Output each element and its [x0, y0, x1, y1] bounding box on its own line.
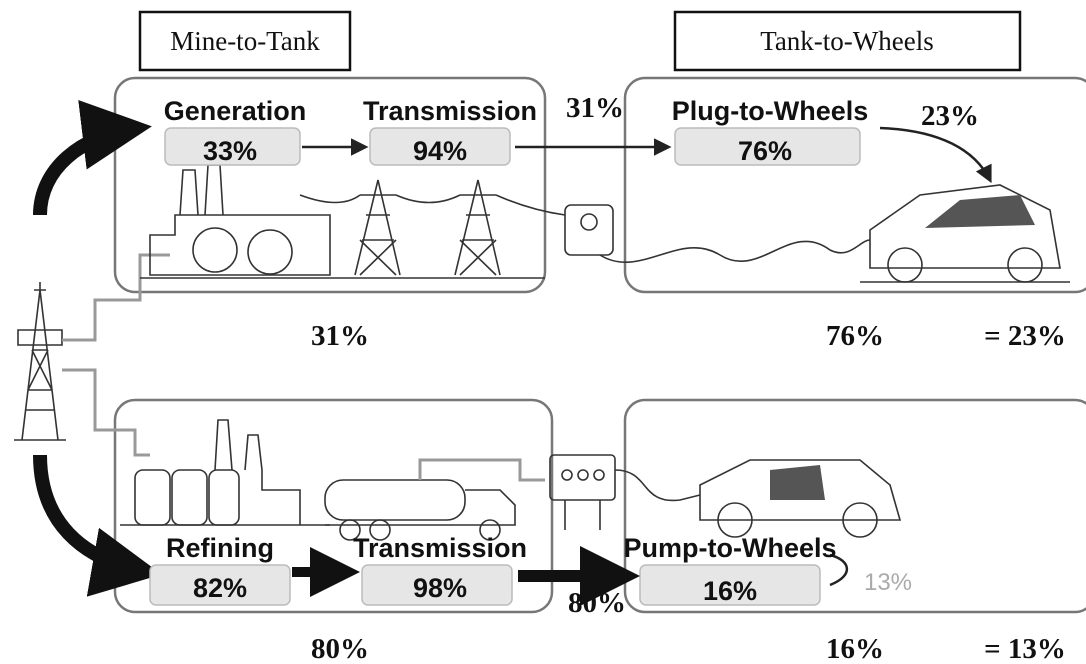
summary-total: = 23%	[984, 320, 1066, 352]
summary-value: 80%	[311, 633, 369, 664]
stage-efficiency: 98%	[413, 573, 467, 603]
stage-label: Generation	[164, 96, 307, 126]
stage-efficiency: 76%	[738, 136, 792, 166]
intermediate-efficiency: 31%	[566, 92, 624, 124]
diagram: Mine-to-Tank Tank-to-Wheels	[0, 0, 1086, 664]
oil-derrick	[14, 255, 170, 455]
stage-efficiency: 16%	[703, 576, 757, 606]
stage-label: Pump-to-Wheels	[624, 533, 837, 563]
stage-label: Plug-to-Wheels	[672, 96, 869, 126]
summary-value: 31%	[311, 320, 369, 352]
intermediate-efficiency: 80%	[568, 587, 626, 619]
summary-value: 16%	[826, 633, 884, 664]
summary-total: = 13%	[984, 633, 1066, 664]
summary-value: 76%	[826, 320, 884, 352]
flow-arrow	[40, 128, 138, 215]
stage-efficiency: 94%	[413, 136, 467, 166]
stage-label: Transmission	[353, 533, 527, 563]
fuel-car	[700, 460, 900, 537]
refinery	[120, 420, 330, 525]
charger	[565, 205, 870, 262]
electric-car	[860, 185, 1070, 282]
stage-label: Transmission	[363, 96, 537, 126]
stage-efficiency: 82%	[193, 573, 247, 603]
header-title: Tank-to-Wheels	[760, 26, 934, 56]
transmission-towers	[300, 180, 565, 275]
stage-arrow	[880, 128, 990, 180]
overall-efficiency: 23%	[921, 100, 979, 132]
power-plant	[140, 165, 545, 278]
tanker-truck	[325, 460, 545, 540]
flow-arrow	[40, 455, 148, 572]
header-title: Mine-to-Tank	[170, 26, 320, 56]
stage-efficiency: 33%	[203, 136, 257, 166]
stage-label: Refining	[166, 533, 274, 563]
overall-efficiency: 13%	[864, 569, 912, 596]
